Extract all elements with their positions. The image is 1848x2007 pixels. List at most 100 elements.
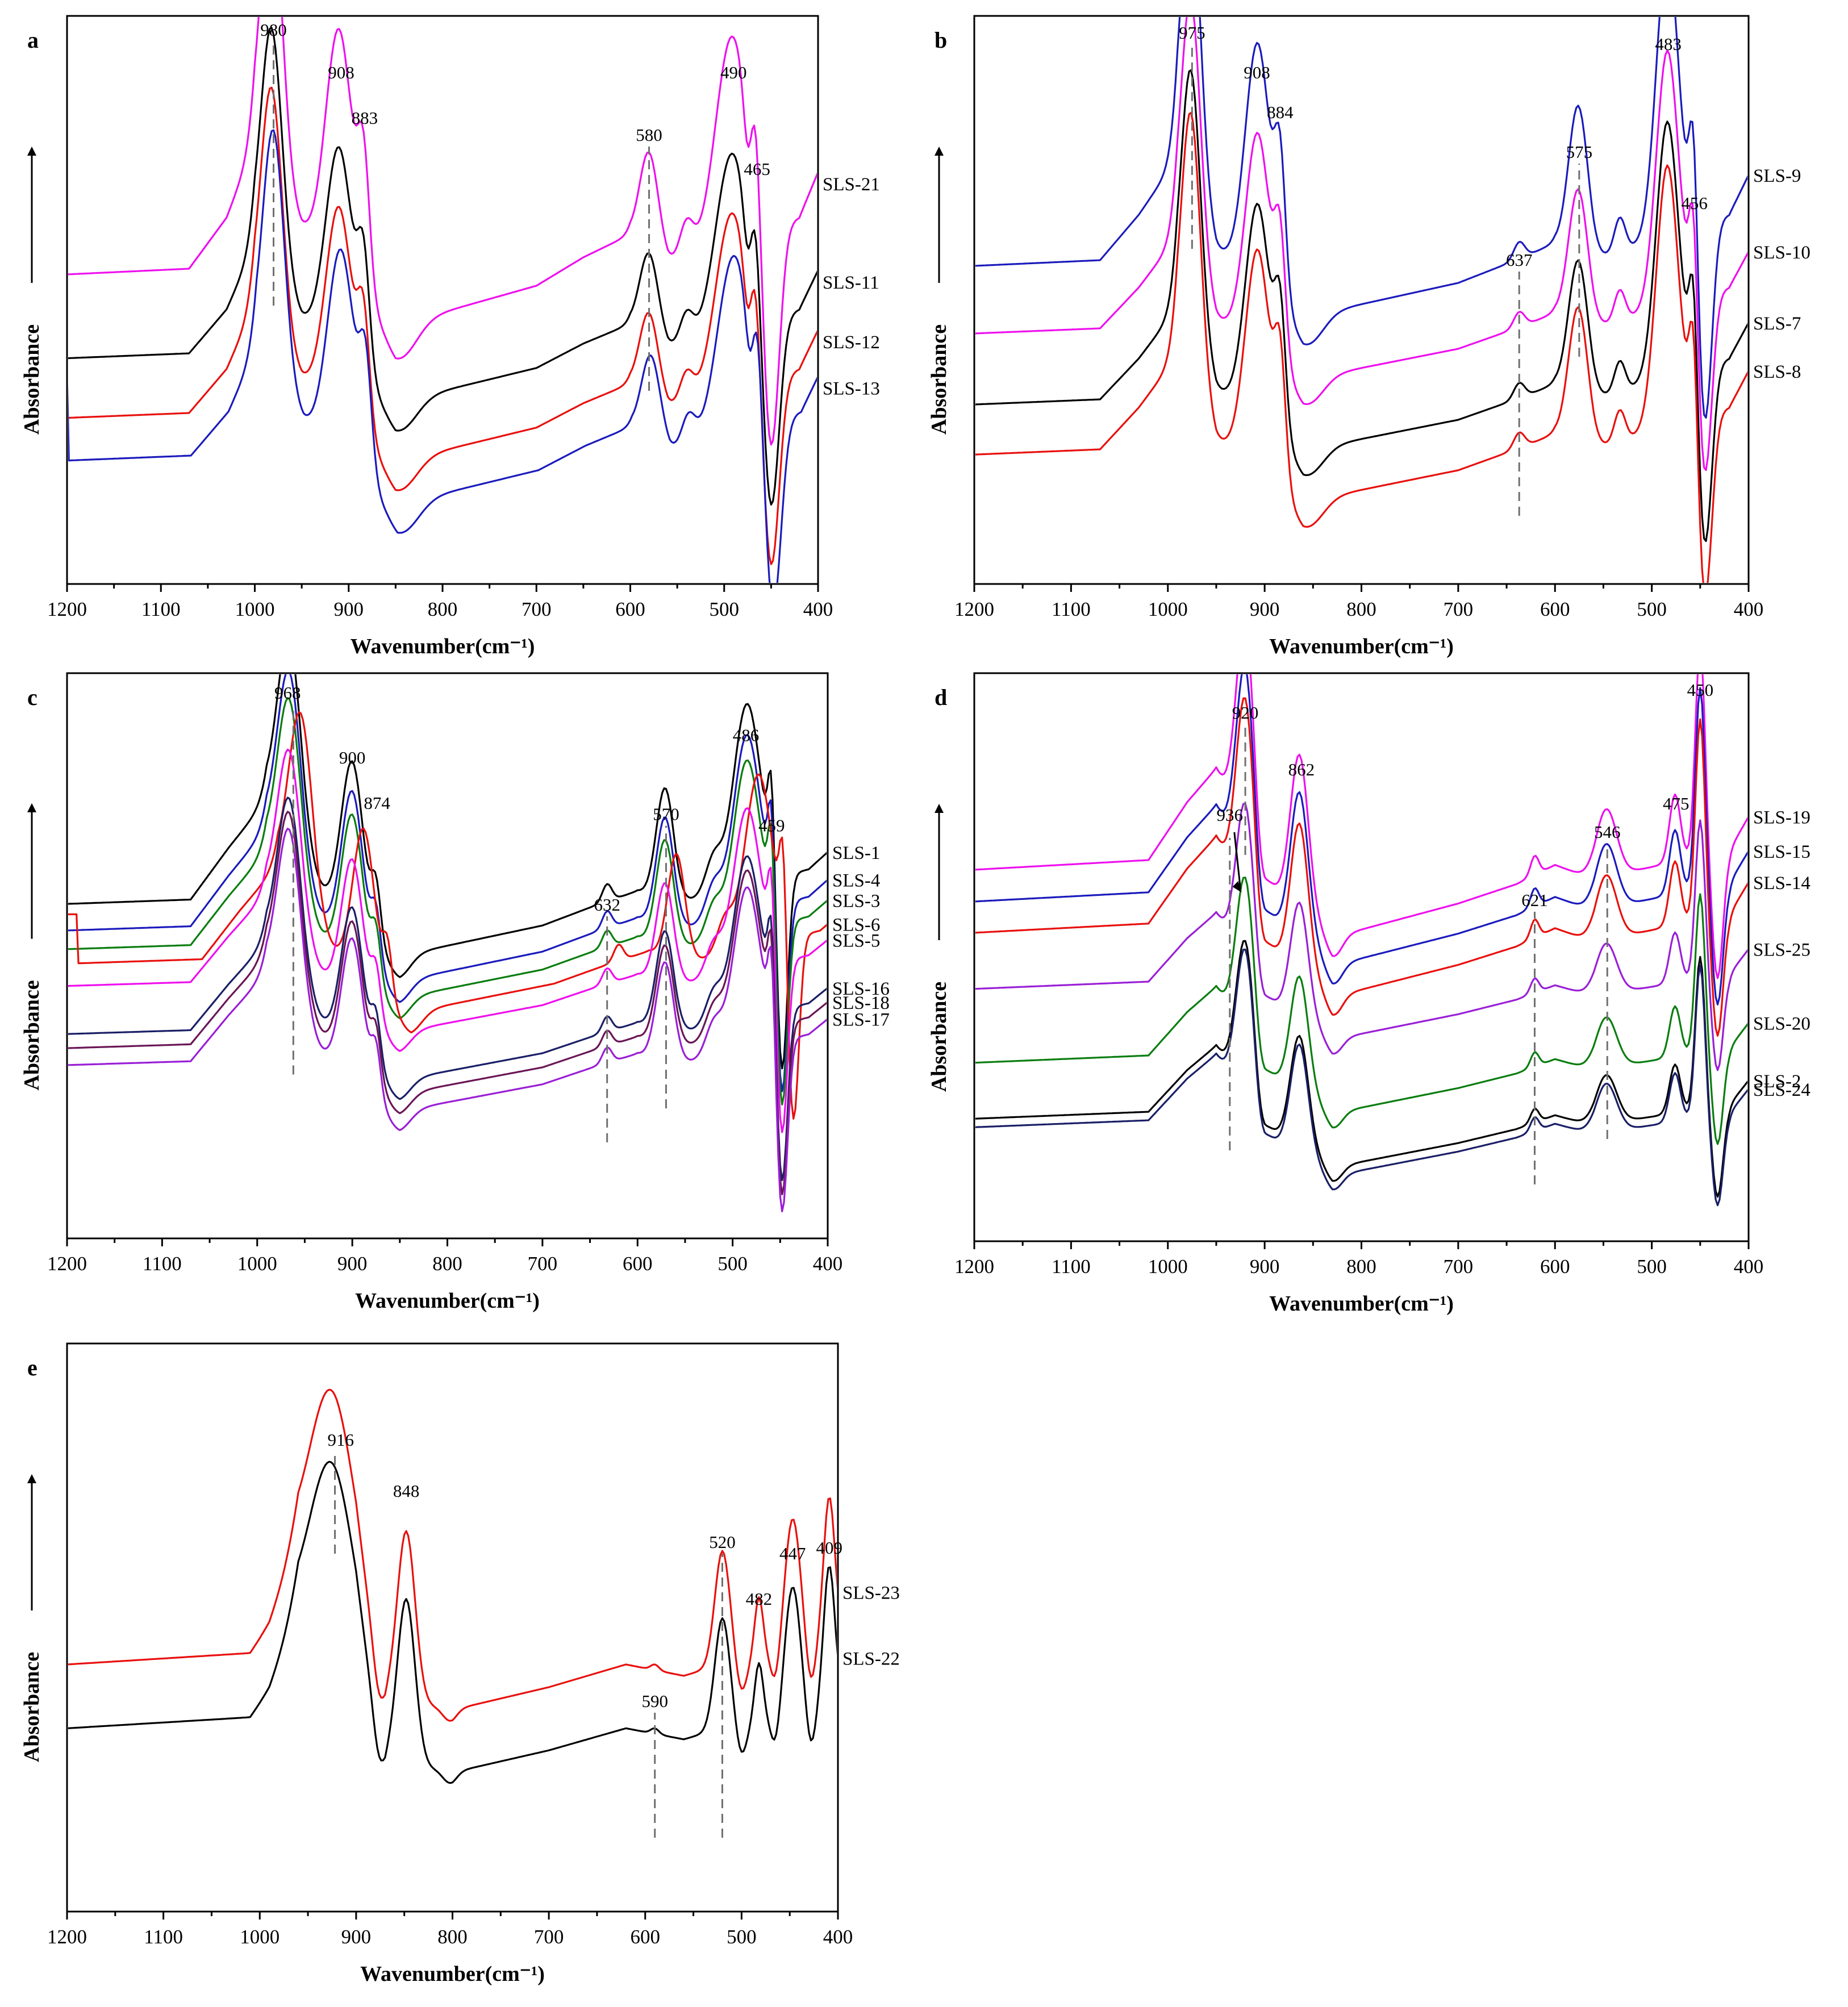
x-tick-label: 1200 [47,1926,87,1948]
series-line-sls-6 [68,711,827,1120]
series-line-sls-18 [68,811,827,1196]
y-axis-arrowhead [935,804,944,813]
series-label: SLS-2 [1753,1071,1801,1092]
series-line-sls-17 [68,828,827,1212]
x-tick-label: 1100 [144,1926,183,1948]
series-line-sls-10 [975,17,1747,472]
x-tick-label: 1000 [240,1926,280,1948]
series-label: SLS-10 [1753,243,1811,263]
peak-label: 570 [653,804,679,824]
x-tick-label: 800 [437,1926,468,1948]
x-tick-label: 1100 [141,598,181,620]
series-label: SLS-14 [1753,873,1811,894]
peak-label: 908 [328,62,354,82]
x-axis-label: Wavenumber(cm⁻¹) [355,1289,540,1313]
y-axis-arrowhead [27,803,36,812]
x-tick-label: 1100 [1052,598,1091,620]
series-line-sls-15 [975,674,1747,1005]
series-line-sls-3 [68,697,827,1105]
x-tick-label: 1000 [237,1253,277,1275]
series-label: SLS-16 [832,979,890,999]
series-group [975,674,1747,1207]
series-line-sls-23 [68,1388,837,1722]
panel-title: c [27,685,37,710]
panel-a: 1200 1100 1000 900 800 700 600 500 400 a Wavenumbe… [20,15,880,658]
series-label: SLS-1 [832,843,880,863]
x-tick-label: 1000 [1148,1255,1188,1278]
x-tick-label: 600 [631,1926,661,1948]
annotation-arrow [1233,832,1242,890]
panel-title: a [27,27,39,53]
peak-label: 490 [720,62,747,82]
peak-label: 920 [1232,703,1259,723]
y-axis-label: Absorbance [927,324,951,435]
x-tick-label: 1200 [954,598,994,620]
peak-label: 874 [364,793,390,813]
y-axis-arrowhead [27,147,36,156]
series-label: SLS-18 [832,993,890,1013]
peak-label: 482 [746,1589,773,1609]
y-axis-label: Absorbance [20,324,44,435]
series-line-sls-13 [68,129,817,583]
series-line-sls-20 [975,877,1747,1145]
x-tick-label: 500 [717,1253,748,1275]
peak-label: 632 [594,895,620,915]
x-tick-label: 900 [1250,598,1280,620]
x-tick-label: 700 [534,1926,564,1948]
peak-label: 862 [1288,760,1315,779]
x-tick-label: 400 [1734,1255,1764,1278]
peak-label: 590 [641,1691,668,1711]
series-line-sls-24 [975,948,1747,1207]
x-axis-label: Wavenumber(cm⁻¹) [1269,635,1454,658]
x-tick-label: 700 [1444,1255,1474,1278]
x-axis-label: Wavenumber(cm⁻¹) [1269,1292,1454,1316]
x-tick-label: 1000 [235,598,275,620]
annotation-arrowhead [1232,881,1242,892]
series-line-sls-21 [68,17,817,446]
series-label: SLS-9 [1753,166,1801,186]
peak-label: 884 [1267,102,1294,122]
panel-title: b [935,27,947,53]
x-tick-label: 800 [432,1253,462,1275]
series-label: SLS-7 [1753,314,1801,334]
series-label: SLS-15 [1753,842,1811,862]
series-line-sls-2 [975,940,1747,1198]
x-tick-label: 400 [823,1926,853,1948]
peak-label: 483 [1655,34,1682,54]
y-axis-label: Absorbance [20,980,44,1090]
series-line-sls-25 [975,803,1747,1071]
peak-label: 450 [1687,680,1714,700]
series-line-sls-7 [975,69,1747,543]
peak-label: 575 [1566,142,1593,162]
x-tick-label: 1200 [47,598,87,620]
x-axis-label: Wavenumber(cm⁻¹) [351,635,535,658]
series-group [68,17,817,583]
peak-label: 409 [816,1538,842,1558]
peak-label: 883 [352,108,378,128]
x-tick-label: 700 [1444,598,1474,620]
peak-label: 520 [709,1532,736,1552]
series-line-sls-22 [68,1461,837,1784]
x-tick-label: 400 [1734,598,1764,620]
y-axis-arrowhead [935,147,944,156]
x-tick-label: 800 [1346,598,1376,620]
series-label: SLS-5 [832,931,880,951]
series-label: SLS-17 [832,1010,890,1030]
peak-label: 546 [1594,822,1621,842]
series-label: SLS-25 [1753,940,1811,961]
x-tick-label: 500 [710,598,740,620]
series-label: SLS-13 [823,379,880,399]
peak-label: 936 [1217,805,1244,825]
plot-frame [66,672,829,1240]
series-line-sls-1 [68,674,827,1070]
x-tick-label: 600 [623,1253,653,1275]
x-tick-label: 400 [813,1253,843,1275]
peak-label: 980 [260,20,287,40]
x-tick-label: 1200 [47,1253,87,1275]
peak-label: 900 [339,748,366,767]
series-label: SLS-23 [842,1583,900,1603]
series-line-sls-19 [975,674,1747,979]
x-tick-label: 600 [615,598,645,620]
series-label: SLS-3 [832,891,880,912]
